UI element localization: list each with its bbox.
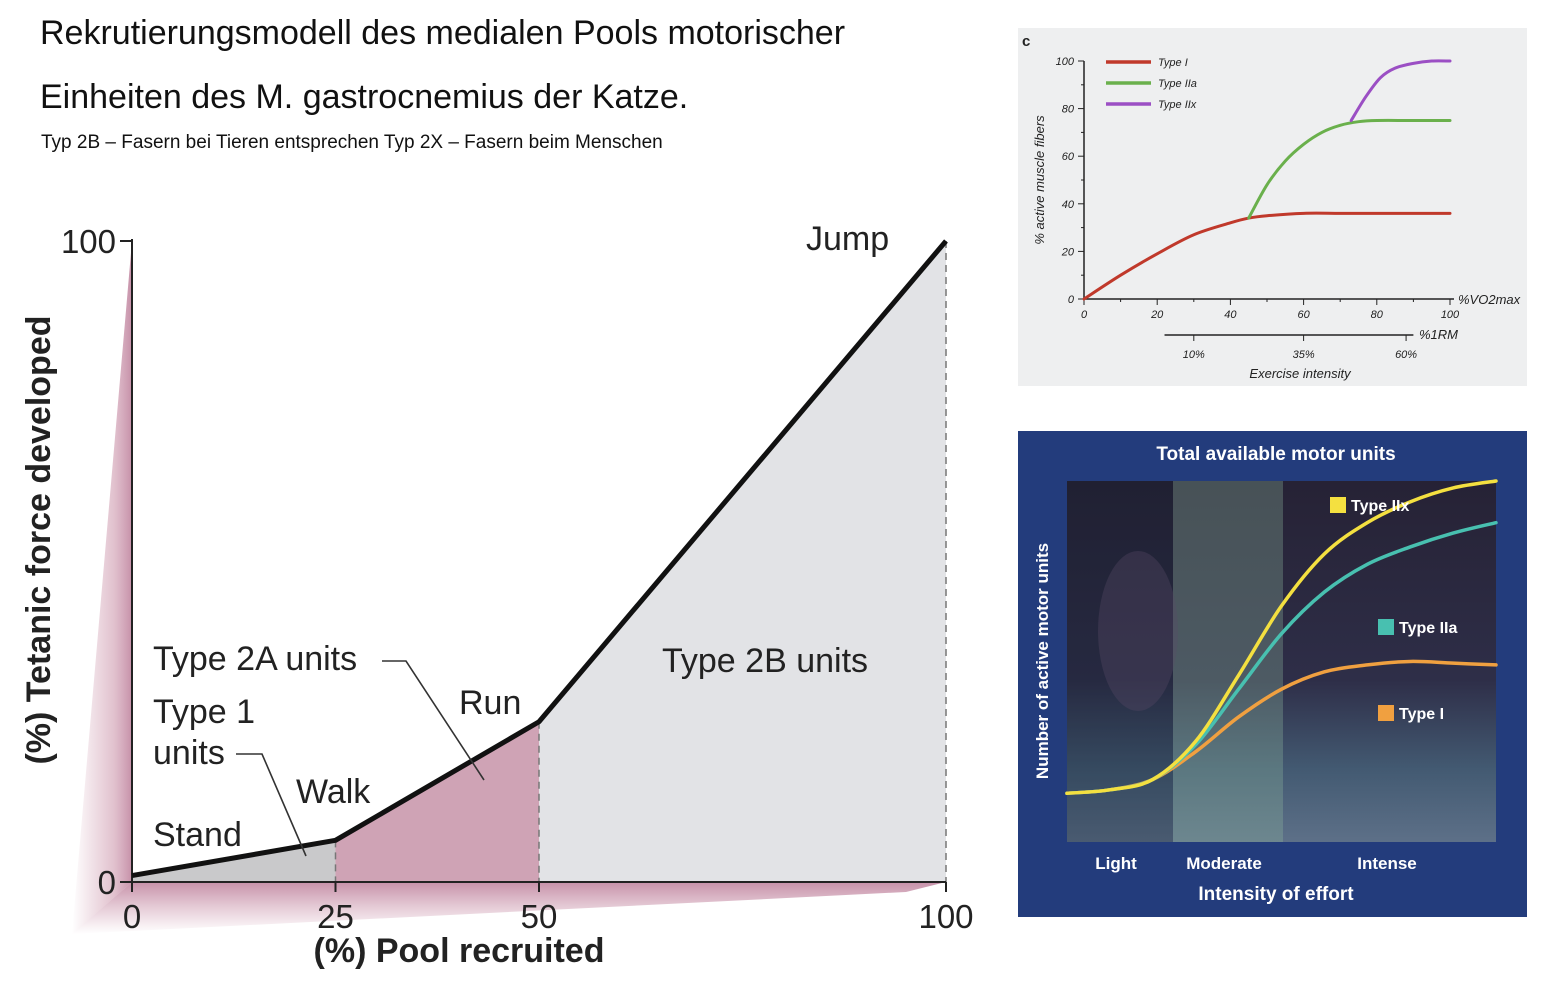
region-label-type1-line2: units [153, 734, 225, 772]
x-tick-label: 50 [521, 898, 558, 935]
chart-title: Total available motor units [1156, 444, 1395, 465]
x-tick-label: 80 [1371, 309, 1384, 321]
series-line-type-iix [1065, 479, 1498, 796]
plot-area [1067, 481, 1496, 842]
axes [1078, 60, 1454, 341]
y-tick-label: 0 [98, 864, 116, 901]
x-tick-label: 0 [123, 898, 141, 935]
fiber-activation-chart: 0 20 40 60 80 100 0 20 40 60 80 100 10% 35% 60% Type I… [1018, 28, 1527, 386]
series-line-type-i [1082, 211, 1452, 301]
motor-units-chart: Type IIx Type IIa Type I Total available m… [1018, 431, 1527, 917]
x-axis-title: (%) Pool recruited [314, 932, 605, 970]
tick-labels: 0 20 40 60 80 100 0 20 40 60 80 100 10% 35% 60% [1056, 56, 1460, 361]
annotation-walk: Walk [296, 773, 371, 811]
chart-labels: c %VO2max %1RM Exercise intensity % active m… [1022, 33, 1521, 381]
region-label-type2b: Type 2B units [662, 642, 868, 680]
legend-swatch [1378, 619, 1394, 635]
bottom-label: Exercise intensity [1249, 366, 1352, 381]
legend-label: Type IIa [1399, 620, 1457, 637]
light-band [1067, 481, 1173, 842]
region-label-type1-line1: Type 1 [153, 693, 255, 731]
title-line-1: Rekrutierungsmodell des medialen Pools m… [40, 14, 846, 52]
series-lines [1065, 479, 1498, 796]
y-tick-label: 80 [1062, 104, 1075, 116]
y-tick-label: 20 [1061, 246, 1075, 258]
tick-labels: 0 25 50 100 0 100 [61, 223, 974, 935]
annotation-run: Run [459, 684, 521, 722]
region-type-2b-units [539, 241, 946, 882]
leader-line-type2a [382, 660, 485, 781]
chart-labels: Total available motor units Light Moderate… [1033, 444, 1417, 905]
legend-label: Type IIx [1351, 498, 1409, 515]
secondary-tick-label: 10% [1183, 349, 1205, 361]
force-line-path [131, 239, 948, 879]
x-tick-label: 20 [1150, 309, 1164, 321]
series-lines [1082, 59, 1452, 301]
title-line-2: Einheiten des M. gastrocnemius der Katze… [40, 78, 689, 116]
region-fills [132, 241, 947, 882]
legend-swatch [1330, 497, 1346, 513]
legend-label: Type IIx [1158, 99, 1197, 111]
x-tick-label: 100 [1441, 309, 1460, 321]
y-axis-shadow [72, 241, 132, 934]
x-tick-label: 100 [918, 898, 973, 935]
chart-labels: (%) Pool recruited (%) Tetanic force deve… [20, 220, 889, 970]
force-line [131, 239, 948, 879]
secondary-tick-label: 35% [1293, 349, 1315, 361]
moderate-band [1173, 481, 1283, 842]
y-tick-label: 100 [1056, 56, 1075, 68]
panel-label: c [1022, 33, 1030, 50]
region-label-type2a: Type 2A units [153, 640, 357, 678]
legend-label: Type IIa [1158, 78, 1197, 90]
x-tick-label: 25 [317, 898, 354, 935]
y-axis-title: Number of active motor units [1033, 543, 1052, 779]
x-tick-label: 40 [1224, 309, 1237, 321]
panel-background [1018, 28, 1527, 386]
y-axis-title: (%) Tetanic force developed [20, 315, 58, 764]
secondary-tick-label: 60% [1395, 349, 1417, 361]
series-line-type-iix [1349, 59, 1452, 122]
skater-silhouette [1098, 551, 1178, 711]
x-category-label: Moderate [1186, 854, 1262, 873]
x-axis-title: %VO2max [1458, 292, 1521, 307]
secondary-axis-title: %1RM [1419, 327, 1458, 342]
legend: Type IIx Type IIa Type I [1330, 497, 1457, 723]
x-axis-title: Intensity of effort [1198, 884, 1354, 905]
series-line-type-iia [1247, 118, 1452, 220]
recruitment-chart: 0 25 50 100 0 100 (%) Pool recruited (%) Tetan… [20, 220, 974, 970]
legend-label: Type I [1399, 706, 1444, 723]
legend-swatch [1378, 705, 1394, 721]
x-category-label: Light [1095, 854, 1137, 873]
annotation-stand: Stand [153, 816, 242, 854]
y-tick-label: 0 [1068, 294, 1075, 306]
legend-label: Type I [1158, 57, 1188, 69]
x-axis-shadow [72, 882, 946, 934]
annotation-jump: Jump [806, 220, 889, 258]
x-category-label: Intense [1357, 854, 1417, 873]
y-tick-label: 40 [1062, 199, 1075, 211]
legend: Type I Type IIa Type IIx [1106, 57, 1197, 111]
x-tick-label: 0 [1081, 309, 1088, 321]
subtitle: Typ 2B – Fasern bei Tieren entsprechen T… [41, 132, 663, 153]
leader-line-type1 [236, 753, 307, 857]
y-axis-title: % active muscle fibers [1032, 115, 1047, 245]
region-type-2a-units [335, 721, 539, 882]
y-tick-label: 100 [61, 223, 116, 260]
y-tick-label: 60 [1062, 151, 1075, 163]
axis-shadow [72, 241, 946, 934]
axes [120, 239, 947, 892]
x-tick-label: 60 [1297, 309, 1310, 321]
